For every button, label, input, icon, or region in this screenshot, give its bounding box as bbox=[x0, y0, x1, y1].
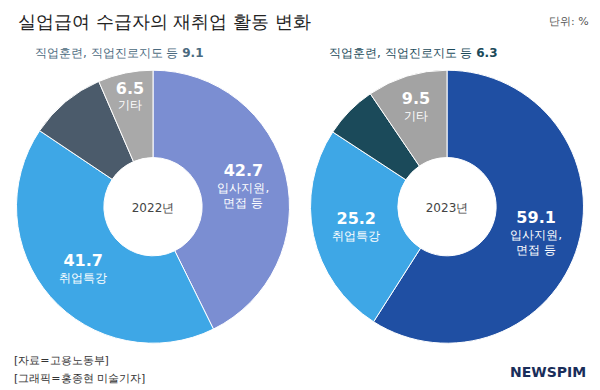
svg-text:9.5기타: 9.5기타 bbox=[402, 89, 430, 123]
svg-text:41.7취업특강: 41.7취업특강 bbox=[59, 251, 107, 285]
svg-text:[자료=고용노동부]: [자료=고용노동부] bbox=[14, 354, 109, 367]
svg-text:59.1입사지원,면접 등: 59.1입사지원,면접 등 bbox=[510, 208, 562, 257]
svg-text:6.5기타: 6.5기타 bbox=[116, 79, 144, 113]
svg-text:단위: %: 단위: % bbox=[549, 15, 589, 28]
svg-text:42.7입사지원,면접 등: 42.7입사지원,면접 등 bbox=[217, 161, 269, 210]
svg-text:직업훈련, 직업진로지도 등 9.1: 직업훈련, 직업진로지도 등 9.1 bbox=[35, 46, 204, 60]
svg-text:NEWSPIM: NEWSPIM bbox=[510, 364, 586, 380]
svg-text:직업훈련, 직업진로지도 등 6.3: 직업훈련, 직업진로지도 등 6.3 bbox=[329, 46, 498, 60]
svg-text:[그래픽=홍종현 미술기자]: [그래픽=홍종현 미술기자] bbox=[14, 372, 145, 385]
svg-text:25.2취업특강: 25.2취업특강 bbox=[332, 209, 380, 243]
svg-text:2022년: 2022년 bbox=[132, 201, 175, 215]
svg-text:2023년: 2023년 bbox=[426, 201, 469, 215]
svg-text:실업급여 수급자의 재취업 활동 변화: 실업급여 수급자의 재취업 활동 변화 bbox=[18, 11, 311, 32]
